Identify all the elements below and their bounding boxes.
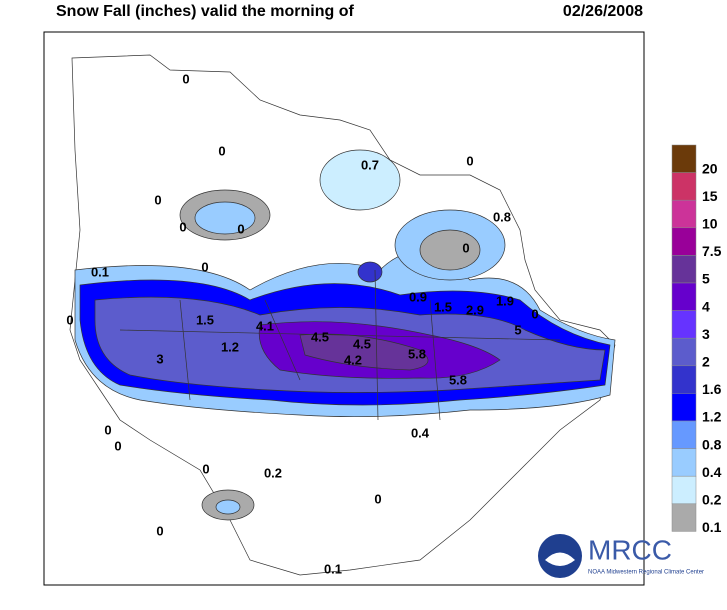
station-value: 0.1 [91, 264, 109, 279]
date: 02/26/2008 [563, 3, 643, 20]
legend-label: 0.8 [702, 436, 722, 452]
legend-label: 3 [702, 326, 710, 342]
logo-name: MRCC [588, 534, 672, 565]
legend-label: 7.5 [702, 243, 722, 259]
station-value: 0 [156, 523, 163, 538]
station-value: 0 [182, 71, 189, 86]
station-value: 0.8 [493, 209, 511, 224]
legend-swatch [671, 199, 697, 229]
legend-swatch [671, 365, 697, 394]
snow-patch [215, 499, 241, 515]
station-value: 0 [154, 192, 161, 207]
station-value: 0 [218, 143, 225, 158]
station-value: 0 [104, 422, 111, 437]
station-value: 2.9 [466, 302, 484, 317]
legend-swatch [671, 475, 697, 505]
station-value: 4.2 [344, 352, 362, 367]
station-value: 0.1 [324, 561, 342, 576]
legend-label: 0.1 [702, 519, 722, 535]
logo-subtitle: NOAA Midwestern Regional Climate Center [588, 570, 704, 576]
legend-swatch [671, 337, 697, 367]
legend-swatch [671, 448, 697, 477]
station-value: 0 [374, 491, 381, 506]
station-value: 1.2 [221, 339, 239, 354]
station-value: 0 [179, 219, 186, 234]
legend-swatch [671, 420, 697, 449]
station-value: 0.7 [361, 157, 379, 172]
legend-label: 10 [702, 216, 718, 232]
station-value: 5 [514, 322, 521, 337]
station-value: 1.5 [196, 312, 214, 327]
station-value: 0 [114, 438, 121, 453]
snow-patch [319, 149, 401, 211]
legend-swatch [671, 393, 697, 422]
title: Snow Fall (inches) valid the morning of [56, 3, 354, 20]
station-value: 0 [466, 153, 473, 168]
station-value: 4.5 [311, 329, 329, 344]
legend-label: 4 [702, 298, 710, 314]
station-value: 0.2 [264, 465, 282, 480]
legend-swatch [671, 144, 697, 173]
legend-swatch [671, 227, 697, 256]
legend-swatch [671, 255, 697, 284]
legend-label: 15 [702, 188, 718, 204]
station-value: 0 [237, 221, 244, 236]
snow-patch [357, 261, 383, 283]
station-value: 0 [462, 240, 469, 255]
snow-patch [419, 229, 481, 271]
legend-swatch [671, 503, 697, 532]
legend-swatch [671, 310, 697, 339]
station-value: 5.8 [408, 346, 426, 361]
station-value: 4.5 [353, 336, 371, 351]
station-value: 3 [156, 351, 163, 366]
map [69, 54, 616, 576]
station-value: 0.9 [409, 289, 427, 304]
legend-label: 20 [702, 160, 718, 176]
station-value: 0 [202, 461, 209, 476]
station-value: 0 [201, 259, 208, 274]
legend-label: 1.2 [702, 409, 722, 425]
legend-label: 0.2 [702, 492, 722, 508]
legend-swatch [671, 282, 697, 311]
state-borders [119, 269, 561, 421]
legend-label: 5 [702, 271, 710, 287]
legend-label: 0.4 [702, 464, 722, 480]
legend-swatch [671, 172, 697, 201]
station-value: 1.5 [434, 299, 452, 314]
legend-label: 1.6 [702, 381, 722, 397]
station-value: 5.8 [449, 372, 467, 387]
station-value: 0 [66, 312, 73, 327]
logo-map [545, 552, 575, 566]
snow-patch [194, 201, 256, 235]
station-value: 1.9 [496, 293, 514, 308]
station-value: 4.1 [256, 318, 274, 333]
station-value: 0 [531, 306, 538, 321]
logo: MRCC NOAA Midwestern Regional Climate Ce… [538, 534, 704, 578]
legend-label: 2 [702, 354, 710, 370]
station-value: 0.4 [411, 425, 430, 440]
